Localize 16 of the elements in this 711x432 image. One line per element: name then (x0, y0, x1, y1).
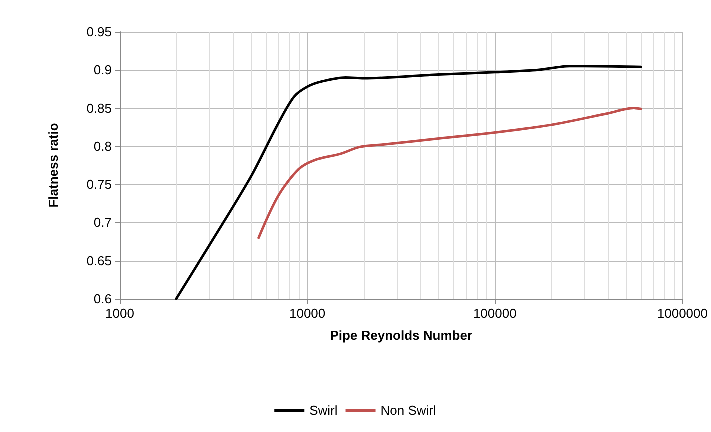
y-tick-label: 0.7 (94, 215, 112, 230)
y-tick-label: 0.75 (86, 177, 112, 192)
y-axis-title: Flatness ratio (46, 123, 61, 208)
y-tick-label: 0.9 (94, 62, 112, 78)
x-axis-title: Pipe Reynolds Number (330, 328, 473, 343)
y-tick-label: 0.85 (86, 100, 112, 116)
legend-label: Swirl (310, 403, 338, 418)
x-tick-label: 100000 (473, 306, 517, 321)
y-tick-label: 0.95 (86, 24, 112, 40)
x-tick-label: 1000000 (657, 306, 708, 321)
y-tick-label: 0.8 (94, 138, 112, 154)
x-tick-label: 10000 (289, 306, 326, 321)
y-tick-label: 0.65 (86, 253, 112, 268)
legend-label: Non Swirl (380, 403, 437, 418)
y-tick-label: 0.6 (94, 292, 112, 306)
x-tick-label: 1000 (106, 306, 134, 321)
